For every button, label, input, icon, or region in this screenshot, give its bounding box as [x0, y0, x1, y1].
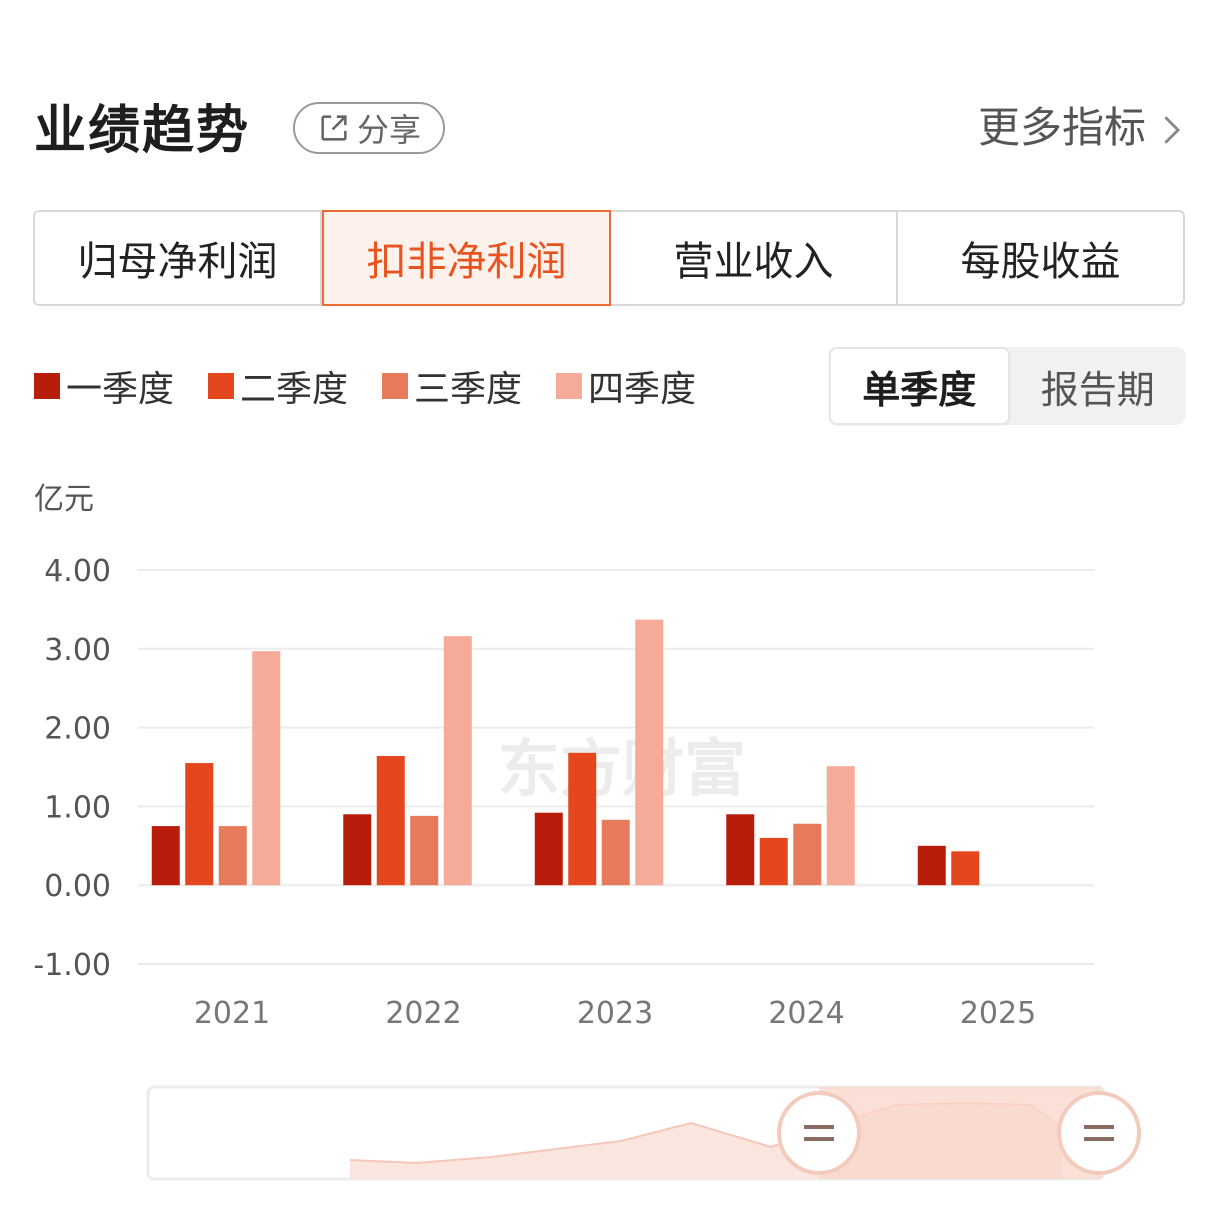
legend-label: 三季度: [414, 369, 523, 410]
share-button[interactable]: 分享: [293, 102, 445, 154]
bar-2021-q2: [185, 763, 214, 886]
share-icon: [321, 115, 347, 141]
bar-2023-q4: [635, 619, 664, 886]
range-slider: [146, 1085, 1141, 1181]
legend-item-q4[interactable]: 四季度: [556, 360, 696, 412]
y-tick-label: 0.00: [44, 869, 111, 904]
chevron-right-icon: [1164, 115, 1181, 144]
tab-deducted-net-profit[interactable]: 扣非净利润: [322, 210, 611, 306]
bar-2022-q3: [410, 815, 439, 886]
legend-label: 四季度: [588, 369, 697, 410]
range-slider-graphic: [146, 1085, 1141, 1181]
metric-tabs: 归母净利润 扣非净利润 营业收入 每股收益: [33, 210, 1185, 306]
legend-item-q1[interactable]: 一季度: [34, 360, 174, 412]
legend-item-q3[interactable]: 三季度: [382, 360, 522, 412]
legend-swatch: [34, 373, 60, 399]
bar-2022-q4: [443, 636, 472, 886]
bar-2022-q2: [376, 755, 405, 886]
bar-2024-q2: [759, 837, 788, 886]
bar-2025-q1: [917, 845, 946, 886]
header: 业绩趋势 分享 更多指标: [34, 84, 1184, 164]
bar-2023-q2: [568, 752, 597, 886]
y-tick-label: 4.00: [44, 554, 111, 589]
bar-2023-q1: [534, 812, 563, 886]
slider-right-handle[interactable]: [1057, 1091, 1141, 1175]
tab-label: 营业收入: [673, 239, 834, 285]
bar-2022-q1: [343, 814, 372, 886]
tab-eps[interactable]: 每股收益: [898, 212, 1183, 304]
bar-chart: 4.00 3.00 2.00 1.00 0.00 -1.00 东方财富 2021 2022 202…: [33, 554, 1094, 1031]
bar-2024-q3: [793, 823, 822, 886]
legend-swatch: [382, 373, 409, 399]
y-tick-label: 2.00: [44, 712, 111, 747]
legend-label: 二季度: [240, 369, 349, 410]
bar-2021-q3: [218, 826, 247, 886]
more-indicators-link[interactable]: 更多指标: [978, 94, 1184, 155]
report-period-option[interactable]: 报告期: [1040, 367, 1155, 412]
more-label: 更多指标: [977, 103, 1146, 152]
y-tick-label: 3.00: [44, 633, 111, 668]
tab-label: 每股收益: [960, 239, 1121, 285]
chart-legend: 一季度 二季度 三季度 四季度: [34, 360, 730, 412]
x-tick-label: 2022: [385, 996, 461, 1031]
slider-selection: [819, 1087, 1101, 1179]
period-toggle: 单季度 报告期: [829, 347, 1186, 425]
x-tick-label: 2025: [960, 996, 1036, 1031]
share-label: 分享: [356, 111, 421, 149]
bar-2021-q1: [151, 826, 180, 886]
y-tick-label: -1.00: [33, 948, 111, 983]
bar-2025-q2: [951, 851, 980, 886]
legend-swatch: [208, 373, 235, 399]
y-axis-unit: 亿元: [34, 482, 94, 517]
x-tick-label: 2021: [194, 996, 270, 1031]
legend-swatch: [556, 373, 583, 399]
bar-2024-q1: [726, 814, 755, 886]
legend-label: 一季度: [66, 369, 175, 410]
legend-item-q2[interactable]: 二季度: [208, 360, 348, 412]
tab-label: 扣非净利润: [366, 239, 567, 285]
single-quarter-option[interactable]: 单季度: [829, 347, 1010, 425]
bar-2024-q4: [826, 766, 855, 886]
slider-left-handle[interactable]: [777, 1091, 861, 1175]
y-tick-label: 1.00: [44, 790, 111, 825]
bar-2023-q3: [601, 819, 630, 886]
x-tick-label: 2024: [768, 996, 844, 1031]
tab-attributable-net-profit[interactable]: 归母净利润: [35, 212, 322, 304]
page-title: 业绩趋势: [34, 101, 251, 161]
watermark-logo: 东方财富: [498, 732, 746, 805]
bar-2021-q4: [252, 651, 281, 886]
tab-label: 归母净利润: [77, 239, 278, 285]
tab-revenue[interactable]: 营业收入: [611, 212, 898, 304]
x-tick-label: 2023: [577, 996, 653, 1031]
